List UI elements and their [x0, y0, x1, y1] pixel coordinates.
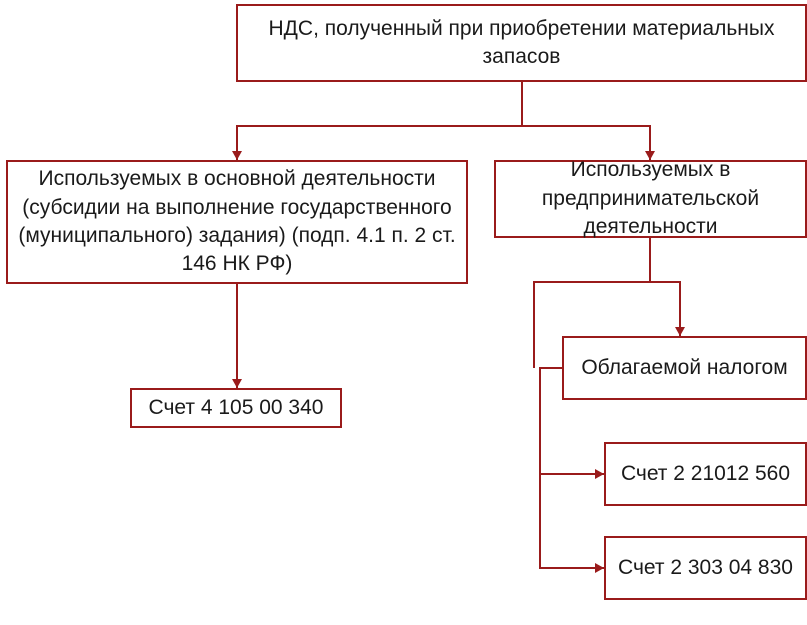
connector-lines — [0, 0, 807, 625]
node-entrepreneurial: Используемых в предпринимательской деяте… — [494, 160, 807, 238]
node-account-2-30304-label: Счет 2 303 04 830 — [618, 554, 793, 582]
node-main-activity: Используемых в основной деятельности (су… — [6, 160, 468, 284]
node-entrepreneurial-label: Используемых в предпринимательской деяте… — [506, 156, 795, 241]
node-root-label: НДС, полученный при приобретении материа… — [248, 15, 795, 72]
node-account-4-105: Счет 4 105 00 340 — [130, 388, 342, 428]
node-account-4-105-label: Счет 4 105 00 340 — [149, 394, 324, 422]
node-root-vat: НДС, полученный при приобретении материа… — [236, 4, 807, 82]
node-taxable: Облагаемой налогом — [562, 336, 807, 400]
node-account-2-30304: Счет 2 303 04 830 — [604, 536, 807, 600]
node-main-activity-label: Используемых в основной деятельности (су… — [18, 165, 456, 278]
node-account-2-21012: Счет 2 21012 560 — [604, 442, 807, 506]
node-account-2-21012-label: Счет 2 21012 560 — [621, 460, 790, 488]
node-taxable-label: Облагаемой налогом — [581, 354, 787, 382]
